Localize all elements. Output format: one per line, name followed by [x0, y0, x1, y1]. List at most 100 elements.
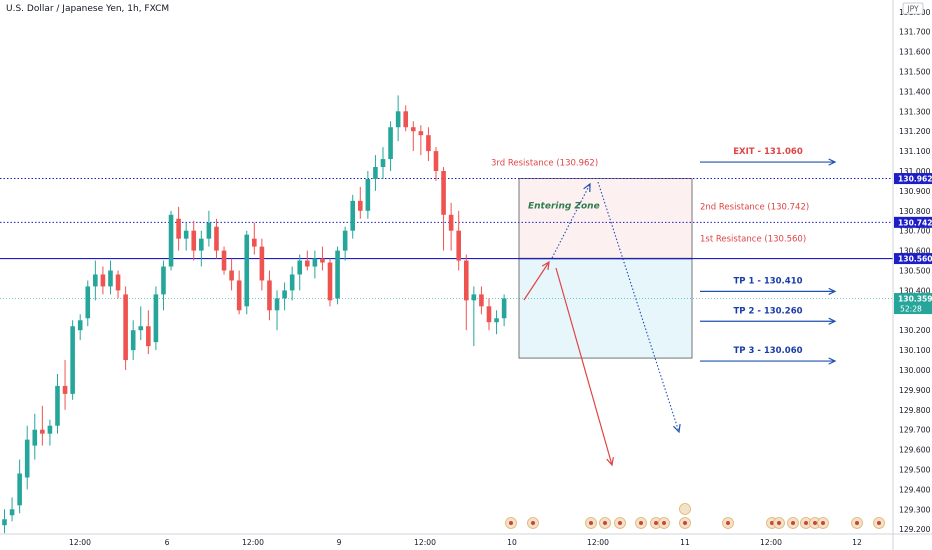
- candle-body: [153, 294, 159, 343]
- level-price-tag-2: [894, 216, 932, 228]
- price-tick-label: 131.300: [899, 107, 931, 116]
- entry-arrow-up: [523, 261, 550, 301]
- economic-event-dot: [804, 521, 808, 525]
- price-tick-label: 130.700: [899, 227, 931, 236]
- price-tick-label: 131.600: [899, 48, 931, 57]
- economic-event-dot: [821, 521, 825, 525]
- price-tick-label: 130.100: [899, 346, 931, 355]
- projection-arrow-up-head: [583, 182, 591, 193]
- time-tick-label: 10: [507, 538, 517, 547]
- candle-body: [161, 266, 166, 295]
- price-tick-label: 131.400: [899, 87, 931, 96]
- countdown-text: 52:28: [900, 305, 922, 314]
- time-tick-label: 12:00: [587, 538, 609, 547]
- resistance-label-1: 3rd Resistance (130.962): [491, 159, 598, 169]
- price-tick-label: 130.500: [899, 267, 931, 276]
- candles-layer: [2, 95, 507, 534]
- candle-body: [463, 260, 469, 301]
- target-label-3: TP 3 - 130.060: [733, 346, 802, 356]
- candle-body: [289, 274, 295, 291]
- targets-layer: EXIT - 131.060 TP 1 - 130.410 TP 2 - 130.2…: [700, 147, 835, 362]
- candle-body: [479, 294, 484, 307]
- candle-body: [441, 171, 446, 215]
- economic-event-dot: [877, 521, 881, 525]
- price-tick-label: 129.900: [899, 386, 931, 395]
- resistance-label-3: 1st Resistance (130.560): [700, 235, 806, 245]
- entering-zone-upper: [518, 178, 693, 259]
- candle-body: [373, 167, 378, 179]
- price-tick-label: 129.600: [899, 446, 931, 455]
- candle-body: [191, 230, 197, 251]
- time-tick-label: 9: [337, 538, 342, 547]
- time-tick-label: 12:00: [760, 538, 782, 547]
- price-tick-label: 130.600: [899, 247, 931, 256]
- candle-body: [123, 294, 128, 361]
- candle-body: [267, 280, 272, 311]
- candle-body: [206, 222, 212, 239]
- economic-event-dot: [662, 521, 666, 525]
- candle-body: [471, 294, 477, 301]
- target-label-0: EXIT - 131.060: [733, 147, 803, 157]
- candle-body: [274, 298, 280, 311]
- level-price-tag-text-3: 130.560: [898, 255, 932, 264]
- candle-body: [410, 127, 416, 132]
- time-tick-label: 12:00: [242, 538, 264, 547]
- candle-body: [365, 178, 371, 211]
- events-layer: [505, 503, 885, 529]
- candle-body: [327, 262, 333, 301]
- candle-body: [146, 326, 151, 347]
- economic-event-dot: [589, 521, 593, 525]
- economic-event-dot: [855, 521, 859, 525]
- candle-body: [305, 260, 310, 267]
- candle-body: [448, 214, 454, 231]
- candle-body: [221, 250, 227, 271]
- target-label-1: TP 1 - 130.410: [733, 276, 802, 286]
- economic-event-dot: [603, 521, 607, 525]
- candle-body: [77, 320, 83, 331]
- level-price-tag-text-2: 130.742: [898, 218, 932, 227]
- economic-event-dot: [791, 521, 795, 525]
- drop-arrow: [555, 267, 613, 466]
- economic-event-marker-top: [679, 503, 691, 515]
- economic-event-dot: [726, 521, 730, 525]
- candle-body: [85, 286, 91, 319]
- candle-body: [55, 385, 60, 426]
- level-price-tag-text-1: 130.962: [898, 175, 932, 184]
- economic-event-dot: [531, 521, 535, 525]
- candle-body: [259, 246, 265, 281]
- candle-body: [357, 200, 363, 211]
- candle-body: [108, 270, 113, 287]
- candle-body: [130, 330, 136, 351]
- candle-body: [100, 274, 106, 287]
- candle-body: [176, 218, 181, 239]
- current-price-tag: [894, 293, 932, 315]
- candle-body: [138, 326, 144, 331]
- economic-event-dot: [639, 521, 643, 525]
- candle-body: [229, 270, 234, 281]
- candle-body: [282, 290, 287, 299]
- economic-event-dot: [509, 521, 513, 525]
- resistance-label-2: 2nd Resistance (130.742): [700, 202, 809, 212]
- candle-body: [297, 260, 303, 275]
- candle-body: [494, 318, 499, 323]
- candle-body: [350, 200, 356, 231]
- candle-body: [252, 238, 257, 247]
- candle-body: [115, 274, 121, 291]
- price-tick-label: 129.300: [899, 505, 931, 514]
- time-tick-label: 12:00: [69, 538, 91, 547]
- candle-body: [47, 425, 53, 434]
- candle-body: [433, 151, 439, 171]
- price-tick-label: 130.400: [899, 286, 931, 295]
- candle-body: [236, 280, 242, 311]
- candle-body: [418, 131, 424, 136]
- price-tick-label: 131.500: [899, 68, 931, 77]
- price-tick-label: 131.000: [899, 167, 931, 176]
- price-tick-label: 130.200: [899, 326, 931, 335]
- price-tick-label: 130.000: [899, 366, 931, 375]
- price-tick-label: 129.400: [899, 485, 931, 494]
- entry-arrow-up-head: [541, 260, 550, 271]
- candle-body: [388, 127, 393, 160]
- economic-event-dot: [777, 521, 781, 525]
- candle-body: [380, 159, 386, 168]
